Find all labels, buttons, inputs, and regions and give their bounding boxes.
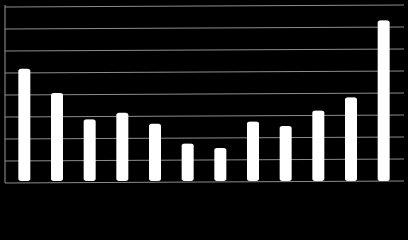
bar <box>116 112 129 181</box>
bar <box>214 148 227 181</box>
page: {"chart_data": {"type": "bar", "categori… <box>0 0 408 185</box>
grid-line <box>4 70 405 74</box>
bar <box>312 110 325 181</box>
bar <box>83 119 96 181</box>
grid-line <box>4 114 405 118</box>
bar <box>18 68 31 181</box>
grid-line <box>4 158 405 162</box>
grid-line <box>4 48 405 52</box>
bar <box>345 97 357 181</box>
grid-line <box>4 136 405 140</box>
grid-line <box>4 26 405 30</box>
grid-line <box>4 4 405 8</box>
background <box>0 0 408 185</box>
bar <box>377 20 390 182</box>
grid-line <box>4 92 405 96</box>
bar <box>51 93 63 181</box>
bar <box>149 123 161 181</box>
bar <box>247 121 259 181</box>
bar <box>181 143 194 181</box>
bar <box>279 126 292 181</box>
grid-line <box>4 180 405 184</box>
chart <box>0 0 408 185</box>
